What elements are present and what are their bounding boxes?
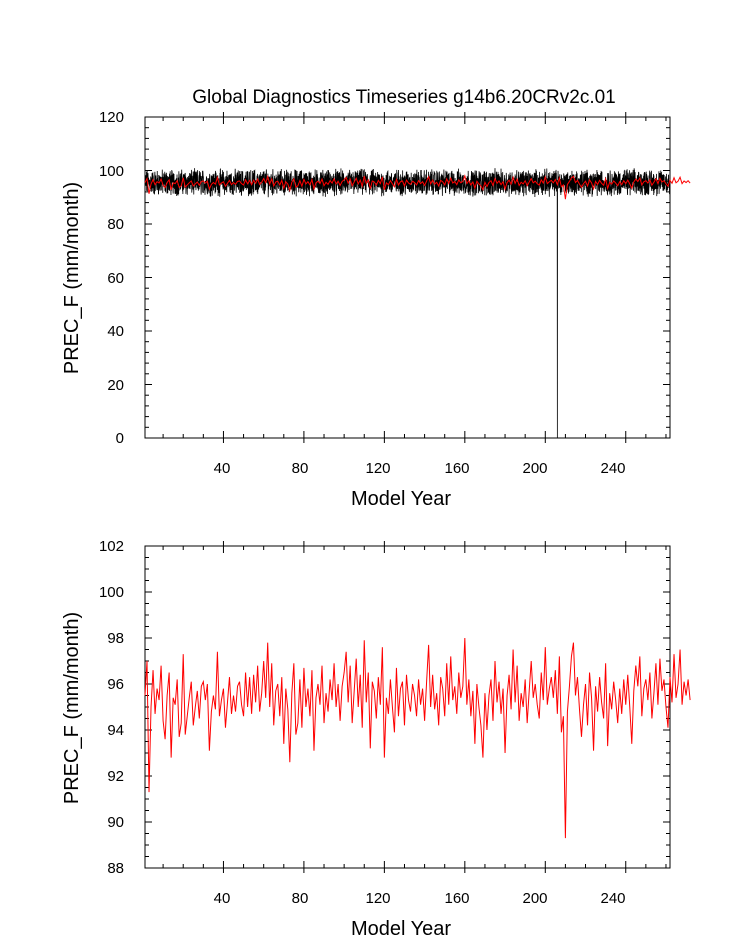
bottom-x-axis-title: Model Year [351, 918, 451, 940]
top-x-tick-label: 40 [214, 460, 231, 477]
bottom-y-tick-label: 98 [107, 630, 124, 647]
bottom-y-tick-label: 92 [107, 768, 124, 785]
top-ticks [145, 112, 670, 443]
top-y-tick-label: 40 [107, 323, 124, 340]
bottom-x-tick-label: 240 [600, 890, 625, 907]
bottom-x-tick-label: 80 [292, 890, 309, 907]
bottom-series-group [144, 637, 691, 839]
top-plot-frame [144, 116, 671, 439]
top-y-axis-title: PREC_F (mm/month) [61, 182, 83, 374]
top-y-tick-label: 20 [107, 377, 124, 394]
top-chart-title: Global Diagnostics Timeseries g14b6.20CR… [192, 87, 616, 108]
bottom-x-tick-label: 40 [214, 890, 231, 907]
top-y-tick-label: 100 [99, 163, 124, 180]
bottom-y-tick-label: 90 [107, 814, 124, 831]
top-x-tick-label: 240 [600, 460, 625, 477]
bottom-y-tick-label: 102 [99, 538, 124, 555]
top-x-tick-label: 120 [365, 460, 390, 477]
top-series-annual-line [144, 174, 691, 200]
bottom-panel: 88 90 92 94 96 98 100 102 40 80 120 160 … [61, 538, 691, 940]
top-x-tick-label: 80 [292, 460, 309, 477]
top-series-monthly-line [144, 168, 671, 439]
top-x-tick-label: 200 [522, 460, 547, 477]
bottom-x-tick-label: 200 [522, 890, 547, 907]
bottom-y-tick-label: 96 [107, 676, 124, 693]
bottom-plot-frame [144, 545, 671, 869]
bottom-x-tick-label: 120 [365, 890, 390, 907]
bottom-x-tick-label: 160 [444, 890, 469, 907]
top-y-tick-labels: 0 20 40 60 80 100 120 [99, 109, 124, 447]
bottom-series-annual-line [144, 637, 691, 839]
bottom-y-axis-title: PREC_F (mm/month) [61, 612, 83, 804]
top-y-tick-label: 0 [116, 430, 124, 447]
top-series-group [144, 168, 691, 439]
top-x-tick-labels: 40 80 120 160 200 240 [214, 460, 626, 477]
top-y-tick-label: 80 [107, 216, 124, 233]
top-x-tick-label: 160 [444, 460, 469, 477]
bottom-y-tick-label: 94 [107, 722, 124, 739]
bottom-y-tick-label: 88 [107, 860, 124, 877]
bottom-x-tick-labels: 40 80 120 160 200 240 [214, 890, 626, 907]
bottom-ticks [145, 541, 670, 873]
top-y-tick-label: 60 [107, 270, 124, 287]
top-x-axis-title: Model Year [351, 488, 451, 510]
bottom-y-tick-labels: 88 90 92 94 96 98 100 102 [99, 538, 124, 877]
top-y-tick-label: 120 [99, 109, 124, 126]
bottom-y-tick-label: 100 [99, 584, 124, 601]
top-panel: Global Diagnostics Timeseries g14b6.20CR… [61, 87, 691, 510]
